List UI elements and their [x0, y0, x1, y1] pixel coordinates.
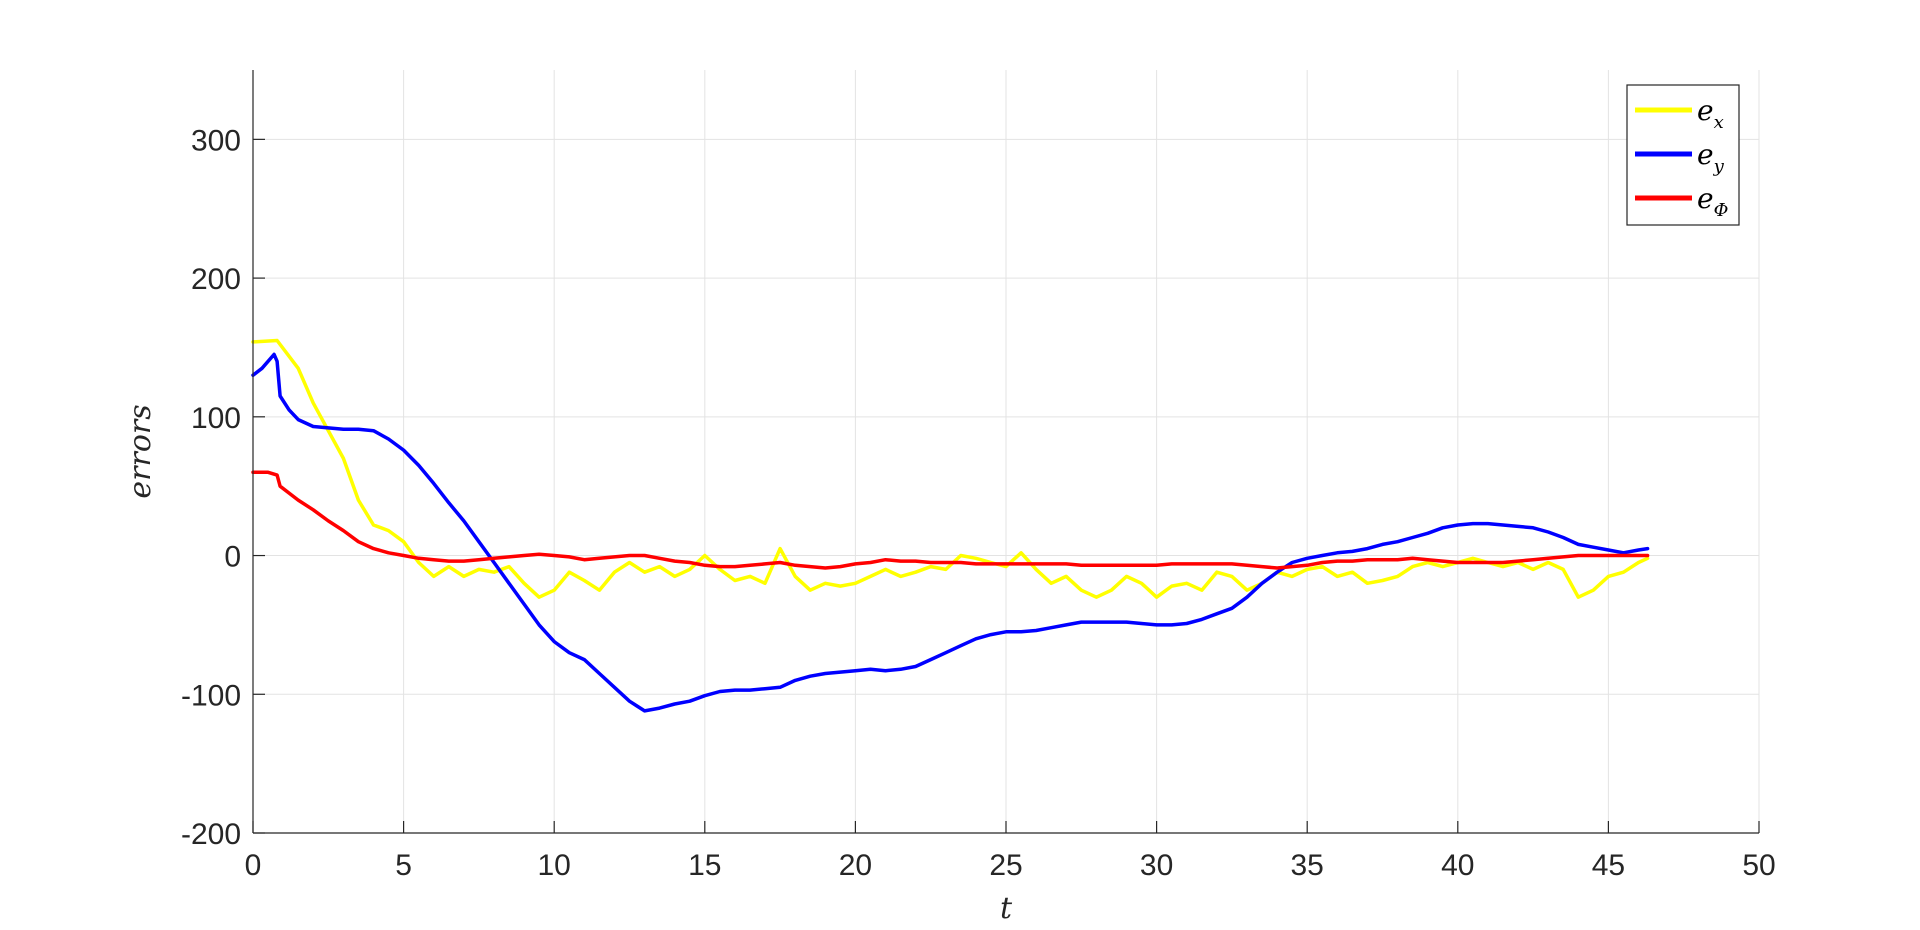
x-tick-label: 50 — [1742, 849, 1775, 882]
tick-labels: 0 5 10 15 20 25 30 35 40 45 50 -200 -100 0 100 200 300 — [181, 124, 1776, 882]
x-tick-label: 25 — [989, 849, 1022, 882]
y-axis-label: errors — [123, 404, 158, 498]
x-tick-label: 5 — [395, 849, 412, 882]
legend-subscript: x — [1714, 112, 1724, 133]
series-line-Φ — [251, 470, 1650, 570]
x-tick-label: 15 — [688, 849, 721, 882]
x-tick-label: 30 — [1140, 849, 1173, 882]
x-tick-label: 0 — [245, 849, 262, 882]
x-tick-label: 35 — [1291, 849, 1324, 882]
x-axis-label: t — [1000, 891, 1013, 925]
y-tick-label: 100 — [191, 402, 241, 435]
legend-subscript: Φ — [1714, 200, 1729, 221]
legend-subscript: y — [1713, 156, 1725, 177]
grid-lines — [252, 70, 1760, 834]
y-tick-label: 0 — [224, 541, 241, 574]
x-tick-label: 20 — [839, 849, 872, 882]
y-tick-label: -200 — [181, 818, 241, 851]
y-tick-label: 300 — [191, 124, 241, 157]
x-tick-label: 10 — [538, 849, 571, 882]
y-tick-label: -100 — [181, 679, 241, 712]
legend-entry-y: ey — [1697, 138, 1725, 177]
x-tick-label: 45 — [1592, 849, 1625, 882]
axes — [252, 70, 1760, 834]
x-tick-label: 40 — [1441, 849, 1474, 882]
series-line-y — [251, 352, 1650, 713]
series-lines — [251, 338, 1650, 713]
y-tick-label: 200 — [191, 263, 241, 296]
